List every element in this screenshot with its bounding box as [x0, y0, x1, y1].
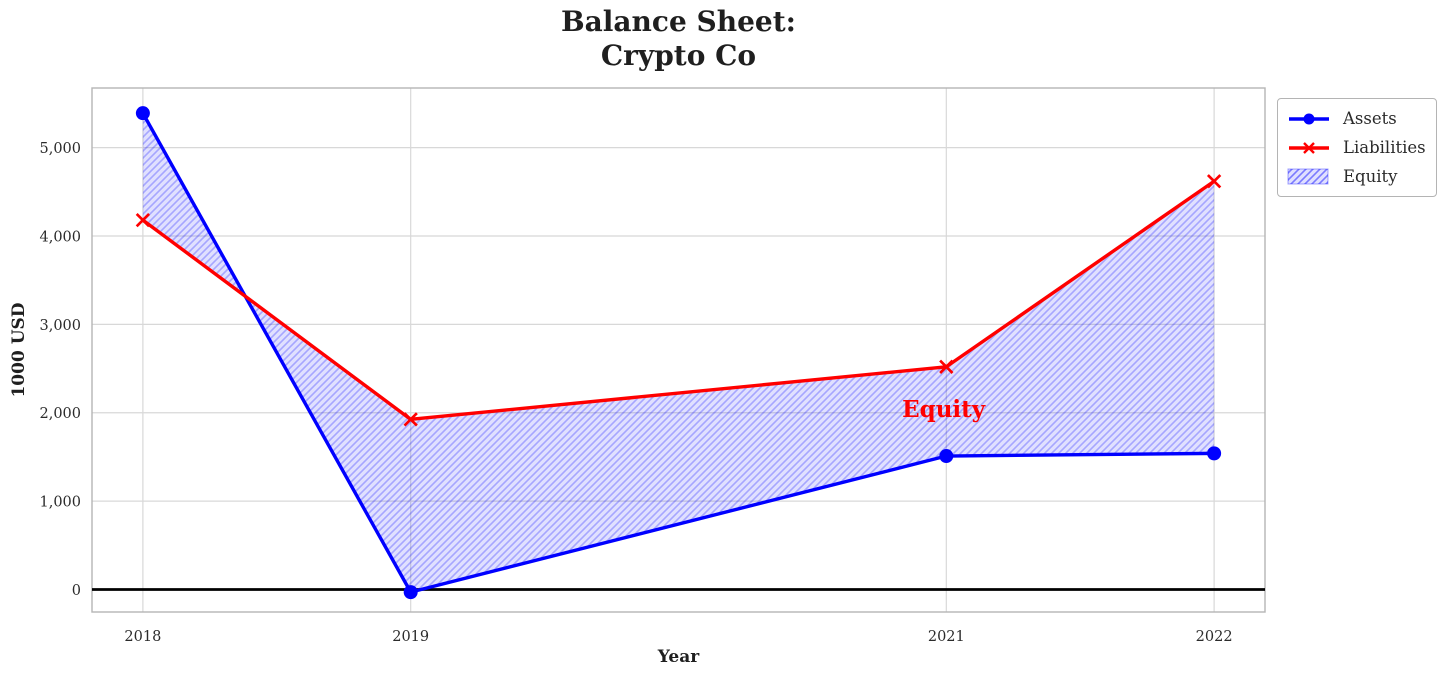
series-line-assets [141, 111, 1216, 594]
marker-x-liabilities [939, 359, 954, 374]
x-tick-label: 2022 [1196, 629, 1233, 645]
legend-label: Assets [1343, 109, 1397, 128]
legend-hatched-patch-icon [1287, 167, 1331, 187]
equity-annotation: Equity [902, 396, 986, 423]
chart-title: Balance Sheet: Crypto Co [92, 5, 1265, 73]
marker-x-liabilities [403, 412, 418, 427]
legend-line-x-icon [1287, 138, 1331, 158]
y-tick-label: 4,000 [39, 230, 81, 246]
chart-title-line1: Balance Sheet: [560, 5, 797, 38]
y-tick-label: 0 [72, 583, 81, 599]
y-axis-label: 1000 USD [9, 302, 29, 397]
legend-entry-equity: Equity [1287, 162, 1426, 191]
marker-circle-assets [135, 106, 150, 121]
x-tick-label: 2019 [392, 629, 429, 645]
x-tick-label: 2021 [928, 629, 965, 645]
marker-circle-assets [1207, 446, 1222, 461]
marker-circle-assets [403, 585, 418, 600]
legend: Assets Liabilities Equity [1277, 98, 1437, 197]
series-line-liabilities [141, 179, 1216, 422]
legend-label: Liabilities [1343, 138, 1426, 157]
marker-x-liabilities [135, 212, 151, 228]
legend-entry-liabilities: Liabilities [1287, 133, 1426, 162]
marker-circle-assets [939, 449, 954, 464]
legend-label: Equity [1343, 167, 1398, 186]
x-axis-label: Year [657, 647, 700, 667]
marker-x-liabilities [1206, 174, 1222, 189]
y-tick-label: 1,000 [39, 495, 81, 511]
y-tick-label: 3,000 [39, 318, 81, 334]
chart-title-line2: Crypto Co [600, 39, 757, 72]
plot-border [91, 87, 1266, 613]
y-tick-label: 2,000 [39, 406, 81, 422]
equity-fill-region [142, 113, 1215, 593]
legend-line-circle-icon [1287, 109, 1331, 129]
y-tick-label: 5,000 [39, 141, 81, 157]
legend-entry-assets: Assets [1287, 104, 1426, 133]
x-tick-label: 2018 [124, 629, 161, 645]
